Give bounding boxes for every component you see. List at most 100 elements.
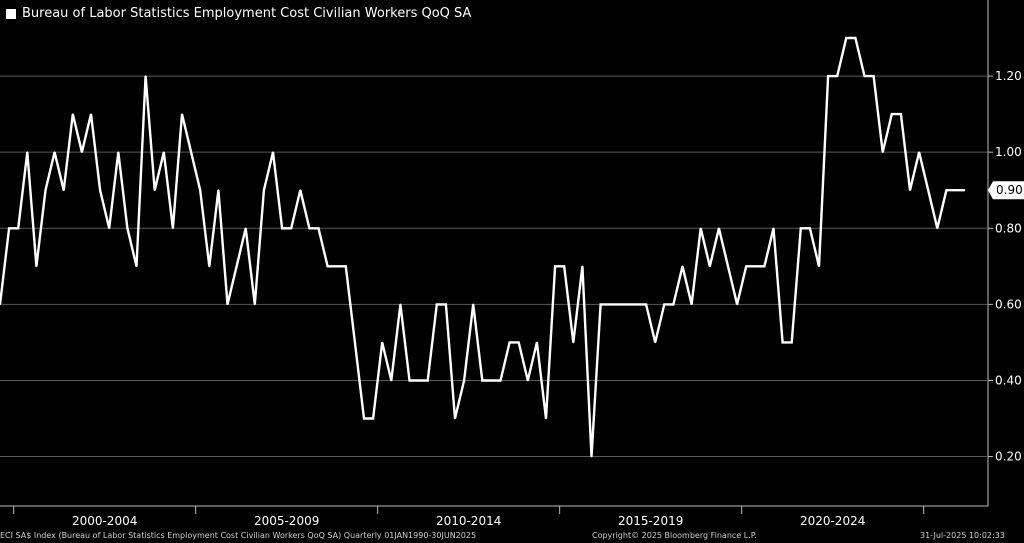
data-point — [117, 151, 120, 153]
data-point — [308, 227, 311, 230]
data-point — [263, 189, 265, 192]
data-point — [35, 265, 38, 268]
y-tick-label: 0.80 — [995, 221, 1022, 235]
data-point — [108, 227, 110, 230]
data-point — [618, 303, 620, 306]
x-tick-label: 2010-2014 — [436, 514, 501, 528]
footer-timestamp: 31-Jul-2025 10:02:33 — [920, 531, 1005, 540]
footer-source: ECI SA$ Index (Bureau of Labor Statistic… — [0, 531, 477, 540]
data-point — [690, 303, 693, 306]
last-value-badge — [988, 181, 1024, 200]
data-point — [0, 303, 1, 306]
data-point — [17, 227, 20, 230]
data-point — [235, 265, 238, 268]
data-point — [727, 265, 729, 268]
data-point — [954, 189, 957, 192]
data-point — [163, 151, 165, 153]
chart-legend: Bureau of Labor Statistics Employment Co… — [6, 6, 471, 21]
data-point — [663, 303, 666, 306]
x-tick-label: 2015-2019 — [618, 514, 683, 528]
data-point — [718, 227, 720, 230]
data-point — [545, 417, 547, 420]
data-point — [763, 265, 766, 268]
data-point — [62, 189, 65, 192]
data-point — [44, 189, 47, 192]
data-point — [281, 227, 283, 230]
data-point — [963, 189, 966, 192]
data-point — [272, 151, 274, 153]
y-tick-label: 0.20 — [995, 450, 1022, 464]
x-tick-label: 2020-2024 — [800, 514, 865, 528]
legend-swatch — [6, 8, 16, 19]
last-value-label: 0.90 — [996, 183, 1023, 197]
data-point — [426, 379, 429, 382]
data-point — [226, 303, 229, 306]
data-point — [335, 265, 338, 268]
y-tick-label: 1.00 — [995, 145, 1022, 159]
data-point — [317, 227, 320, 230]
data-point — [854, 37, 857, 39]
data-point — [645, 303, 647, 306]
data-point — [126, 227, 129, 230]
data-point — [863, 75, 866, 77]
data-point — [818, 265, 820, 268]
data-point — [654, 341, 656, 344]
data-point — [581, 265, 584, 268]
data-point — [199, 189, 201, 192]
data-point — [72, 113, 74, 115]
data-point — [381, 341, 384, 344]
data-point — [153, 189, 156, 192]
data-point — [208, 265, 211, 268]
data-point — [790, 341, 793, 344]
data-point — [390, 379, 393, 382]
data-point — [891, 113, 893, 115]
data-point — [26, 151, 29, 153]
data-point — [135, 265, 138, 268]
data-point — [809, 227, 811, 230]
data-point — [936, 227, 939, 230]
data-point — [181, 113, 183, 115]
data-point — [599, 303, 602, 306]
data-point — [144, 75, 147, 77]
data-point — [372, 417, 374, 420]
data-point — [244, 227, 247, 230]
data-point — [681, 265, 684, 268]
data-point — [53, 151, 56, 153]
data-point — [399, 303, 402, 306]
data-point — [290, 227, 293, 230]
data-point — [499, 379, 502, 382]
data-point — [909, 189, 911, 192]
data-point — [99, 189, 101, 192]
data-point — [672, 303, 675, 306]
data-point — [490, 379, 493, 382]
data-point — [454, 417, 456, 420]
data-point — [636, 303, 638, 306]
data-point — [745, 265, 747, 268]
data-point — [845, 37, 848, 39]
data-point — [363, 417, 365, 420]
data-point — [217, 189, 220, 192]
data-point — [945, 189, 948, 192]
data-point — [536, 341, 538, 344]
data-point — [800, 227, 802, 230]
data-point — [172, 227, 174, 230]
data-point — [190, 151, 192, 153]
data-point — [781, 341, 784, 344]
data-point — [299, 189, 302, 192]
data-point — [772, 227, 775, 230]
data-point — [445, 303, 447, 306]
data-point — [627, 303, 629, 306]
data-point — [827, 75, 829, 77]
data-point — [918, 151, 920, 153]
data-point — [354, 341, 356, 344]
data-point — [554, 265, 556, 268]
footer-copyright: Copyright© 2025 Bloomberg Finance L.P. — [592, 531, 757, 540]
data-point — [736, 303, 738, 306]
data-point — [699, 227, 702, 230]
data-point — [709, 265, 711, 268]
data-point — [572, 341, 575, 344]
data-point — [517, 341, 520, 344]
data-point — [417, 379, 420, 382]
y-tick-label: 0.60 — [995, 297, 1022, 311]
